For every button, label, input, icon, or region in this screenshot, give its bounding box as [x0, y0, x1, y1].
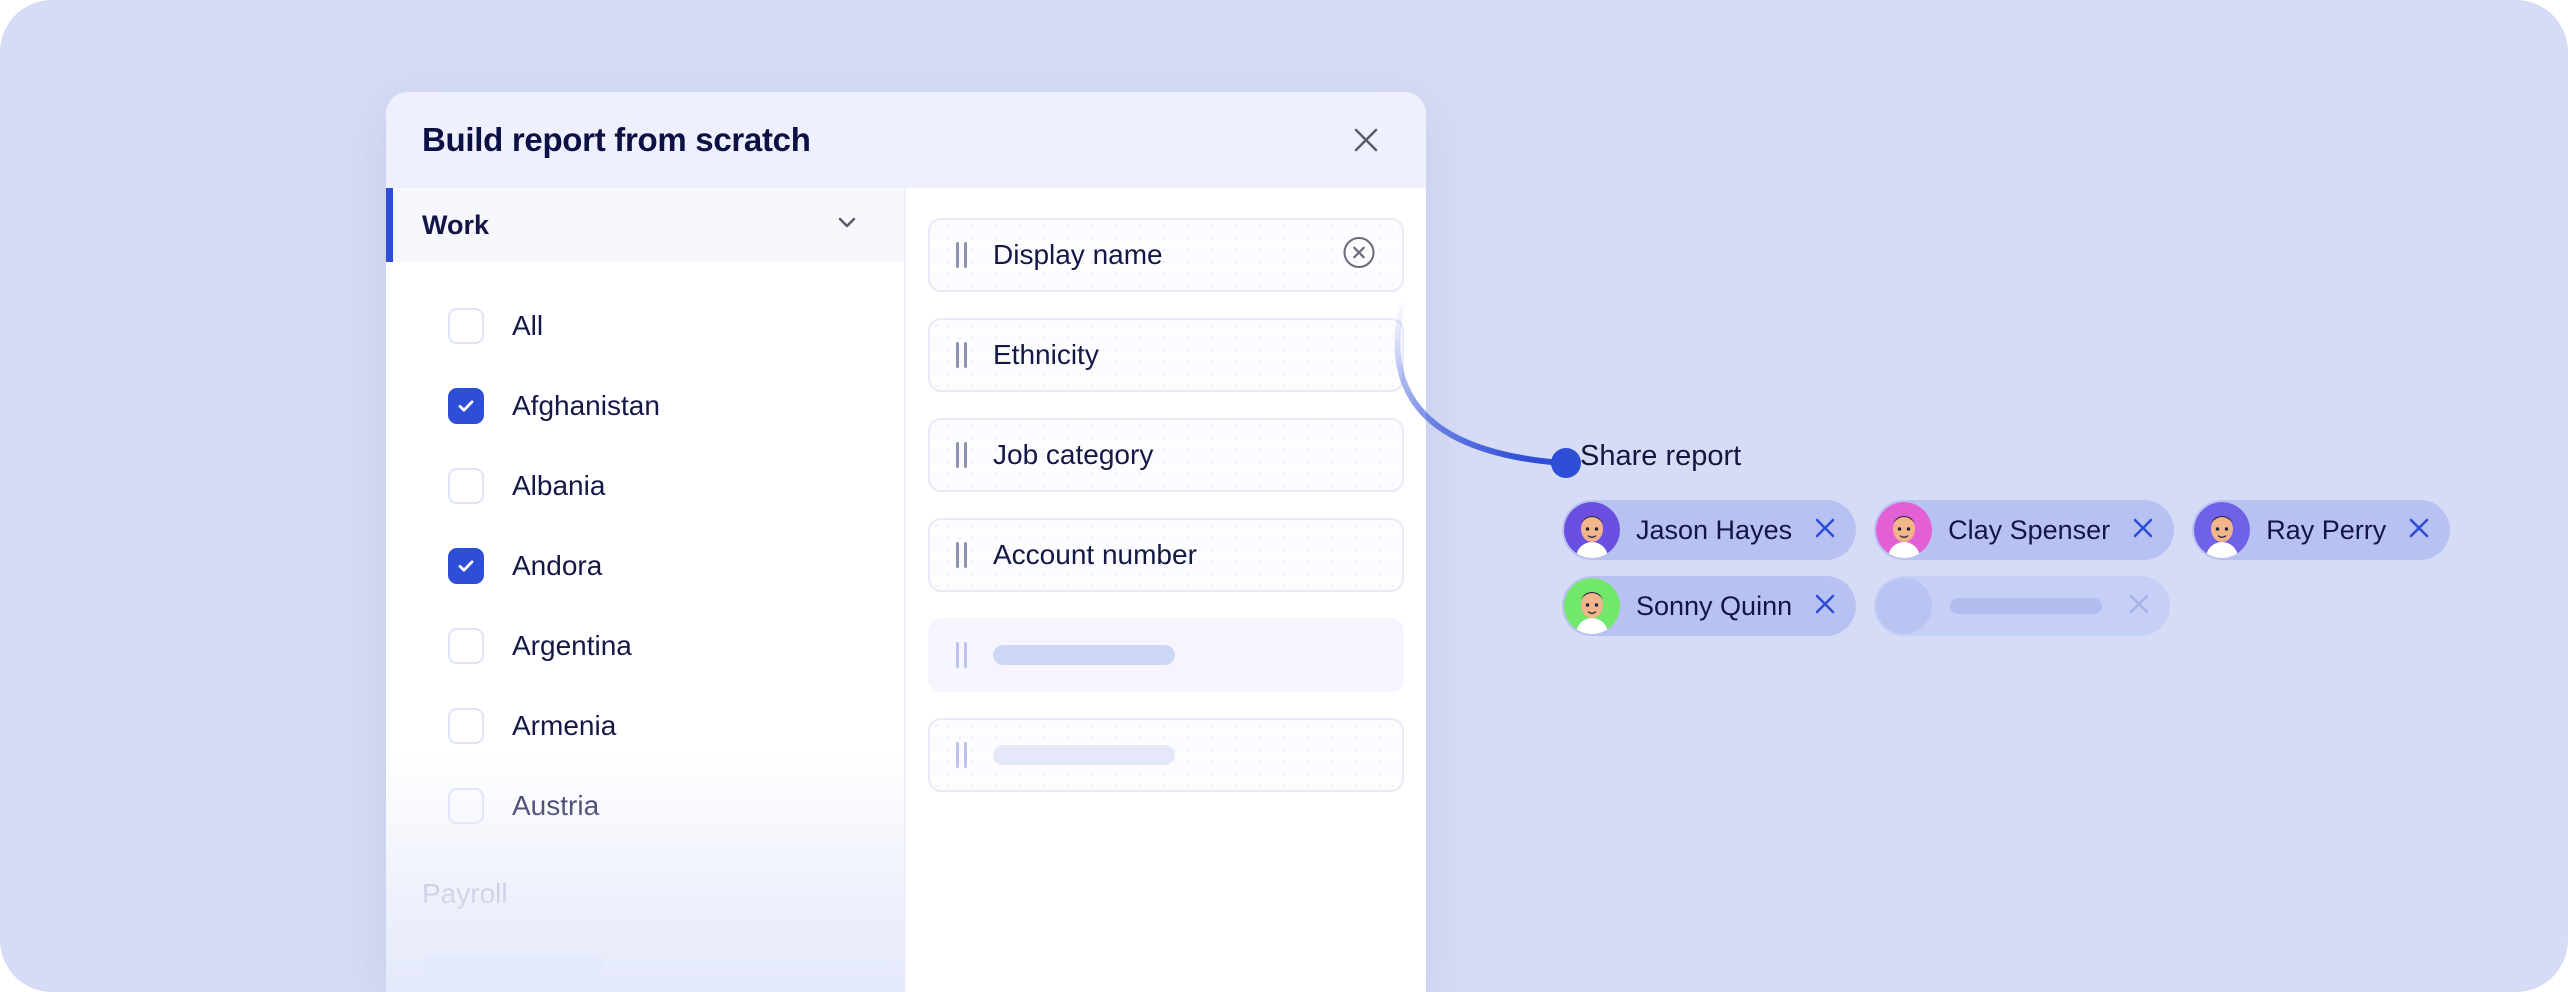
- modal-header: Build report from scratch: [386, 92, 1426, 188]
- sidebar-group-work[interactable]: Work: [386, 188, 904, 262]
- checkbox-label: Argentina: [512, 630, 632, 661]
- share-report-chip-list: Jason Hayes Clay Spenser Ray Perry Sonny Qu…: [1562, 500, 2522, 652]
- field-label: Ethnicity: [993, 339, 1099, 370]
- checkbox-all[interactable]: [448, 308, 484, 344]
- share-chip-jason-hayes[interactable]: Jason Hayes: [1562, 500, 1857, 560]
- drag-handle-icon[interactable]: [956, 742, 967, 768]
- avatar: [1564, 502, 1620, 558]
- field-list: Display name Ethnicity Job category Account…: [928, 218, 1404, 792]
- sidebar-group-label-payroll: Payroll: [422, 878, 508, 909]
- checkbox-afghanistan[interactable]: [448, 388, 484, 424]
- close-icon[interactable]: [2130, 515, 2156, 546]
- drag-handle-icon[interactable]: [956, 642, 967, 668]
- skeleton-bar: [993, 645, 1175, 665]
- callout-dot: [1551, 448, 1581, 478]
- skeleton-bar: [993, 745, 1175, 765]
- checkbox-andora[interactable]: [448, 548, 484, 584]
- checkbox-row-andora[interactable]: Andora: [386, 526, 904, 606]
- field-row-account-number[interactable]: Account number: [928, 518, 1404, 592]
- sidebar-group-label: Work: [422, 209, 490, 240]
- drag-handle-icon[interactable]: [956, 542, 967, 568]
- checkbox-row-afghanistan[interactable]: Afghanistan: [386, 366, 904, 446]
- modal-body: Work All Afghanistan Albania Andora Argentin…: [386, 188, 1426, 992]
- close-icon[interactable]: [1812, 591, 1838, 622]
- close-icon[interactable]: [1346, 120, 1386, 160]
- chip-row: Sonny Quinn: [1562, 576, 2522, 636]
- avatar: [2194, 502, 2251, 558]
- field-label: Display name: [993, 239, 1163, 270]
- chip-label: Clay Spenser: [1948, 514, 2111, 545]
- selected-fields-panel: Display name Ethnicity Job category Account…: [906, 188, 1426, 992]
- field-row-job-category[interactable]: Job category: [928, 418, 1404, 492]
- checkbox-label: Armenia: [512, 710, 617, 741]
- checkbox-albania[interactable]: [448, 468, 484, 504]
- avatar: [1876, 502, 1933, 558]
- drag-handle-icon[interactable]: [956, 342, 967, 368]
- checkbox-armenia[interactable]: [448, 708, 484, 744]
- checkbox-row-argentina[interactable]: Argentina: [386, 606, 904, 686]
- share-chip-sonny-quinn[interactable]: Sonny Quinn: [1562, 576, 1857, 636]
- field-label: Job category: [993, 439, 1154, 470]
- field-label: Account number: [993, 539, 1197, 570]
- checkbox-row-armenia[interactable]: Armenia: [386, 686, 904, 766]
- checkbox-austria[interactable]: [448, 788, 484, 824]
- share-chip-clay-spenser[interactable]: Clay Spenser: [1874, 500, 2175, 560]
- avatar: [1564, 578, 1620, 634]
- checkbox-label: All: [512, 310, 544, 341]
- country-checkbox-list: All Afghanistan Albania Andora Argentina Arme…: [386, 262, 904, 846]
- remove-circle-icon[interactable]: [1342, 236, 1376, 275]
- checkbox-label: Afghanistan: [512, 390, 660, 421]
- skeleton-bar: [1950, 598, 2103, 614]
- chip-label: Sonny Quinn: [1636, 590, 1793, 621]
- share-chip-ray-perry[interactable]: Ray Perry: [2192, 500, 2451, 560]
- close-icon[interactable]: [1812, 515, 1838, 546]
- sidebar-group-payroll[interactable]: Payroll: [386, 862, 904, 992]
- field-row-display-name[interactable]: Display name: [928, 218, 1404, 292]
- drag-handle-icon[interactable]: [956, 442, 967, 468]
- checkbox-row-albania[interactable]: Albania: [386, 446, 904, 526]
- page-title: Build report from scratch: [422, 121, 811, 158]
- field-row-placeholder: [928, 618, 1404, 692]
- chip-row: Jason Hayes Clay Spenser Ray Perry: [1562, 500, 2522, 560]
- chip-label: Jason Hayes: [1636, 514, 1793, 545]
- build-report-modal: Build report from scratch Work: [386, 92, 1426, 992]
- checkbox-label: Austria: [512, 790, 600, 821]
- checkbox-row-all[interactable]: All: [386, 286, 904, 366]
- checkbox-row-austria[interactable]: Austria: [386, 766, 904, 846]
- chip-label: Ray Perry: [2266, 514, 2387, 545]
- close-icon[interactable]: [2406, 515, 2432, 546]
- checkbox-argentina[interactable]: [448, 628, 484, 664]
- field-group-panel: Work All Afghanistan Albania Andora Argentin…: [386, 188, 906, 992]
- checkbox-label: Albania: [512, 470, 606, 501]
- field-row-placeholder: [928, 718, 1404, 792]
- checkbox-label: Andora: [512, 550, 603, 581]
- share-chip-placeholder: [1874, 576, 2171, 636]
- callout-label: Share report: [1580, 440, 1742, 472]
- chevron-down-icon[interactable]: [832, 208, 862, 243]
- field-row-ethnicity[interactable]: Ethnicity: [928, 318, 1404, 392]
- avatar-placeholder: [1876, 578, 1933, 634]
- drag-handle-icon[interactable]: [956, 242, 967, 268]
- close-icon[interactable]: [2126, 591, 2152, 622]
- skeleton-bar: [422, 954, 604, 976]
